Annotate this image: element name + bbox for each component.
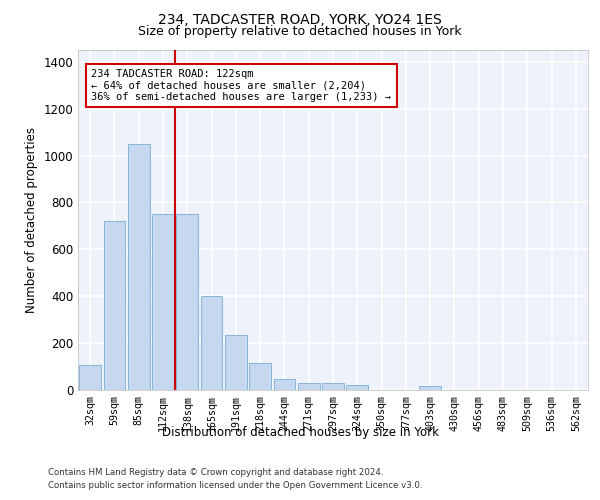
Bar — [419, 386, 441, 390]
Bar — [274, 380, 295, 390]
Bar — [249, 363, 271, 390]
Text: 234 TADCASTER ROAD: 122sqm
← 64% of detached houses are smaller (2,204)
36% of s: 234 TADCASTER ROAD: 122sqm ← 64% of deta… — [91, 69, 391, 102]
Text: Distribution of detached houses by size in York: Distribution of detached houses by size … — [161, 426, 439, 439]
Bar — [79, 366, 101, 390]
Text: Size of property relative to detached houses in York: Size of property relative to detached ho… — [138, 25, 462, 38]
Text: Contains HM Land Registry data © Crown copyright and database right 2024.: Contains HM Land Registry data © Crown c… — [48, 468, 383, 477]
Text: 234, TADCASTER ROAD, YORK, YO24 1ES: 234, TADCASTER ROAD, YORK, YO24 1ES — [158, 12, 442, 26]
Bar — [322, 384, 344, 390]
Bar — [128, 144, 149, 390]
Bar — [200, 296, 223, 390]
Bar — [346, 386, 368, 390]
Y-axis label: Number of detached properties: Number of detached properties — [25, 127, 38, 313]
Bar — [104, 221, 125, 390]
Bar — [225, 335, 247, 390]
Text: Contains public sector information licensed under the Open Government Licence v3: Contains public sector information licen… — [48, 482, 422, 490]
Bar — [298, 384, 320, 390]
Bar — [152, 214, 174, 390]
Bar — [176, 214, 198, 390]
